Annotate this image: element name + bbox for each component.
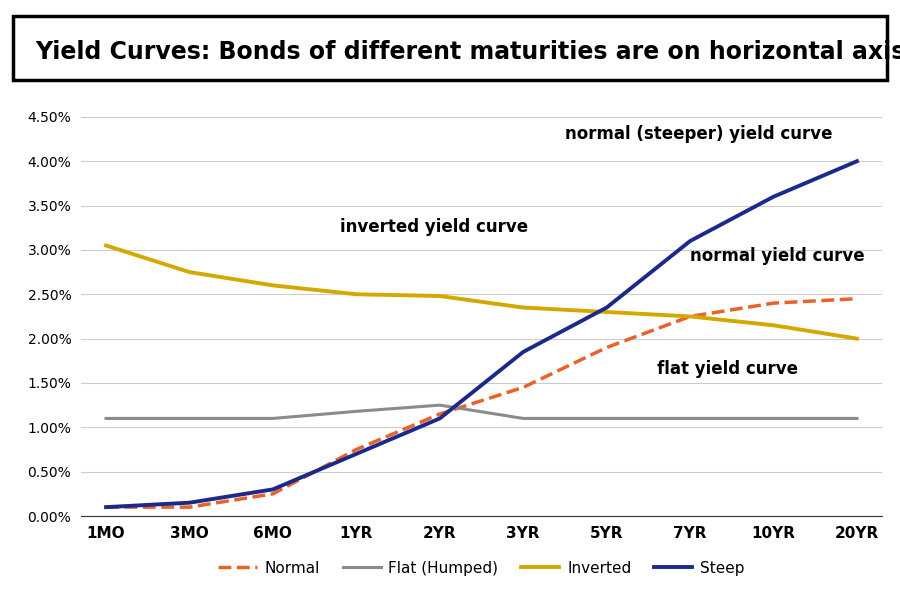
Text: normal (steeper) yield curve: normal (steeper) yield curve xyxy=(565,125,832,143)
Text: Yield Curves: Bonds of different maturities are on horizontal axis: Yield Curves: Bonds of different maturit… xyxy=(35,40,900,64)
Text: flat yield curve: flat yield curve xyxy=(657,360,797,378)
Text: inverted yield curve: inverted yield curve xyxy=(339,218,527,236)
Legend: Normal, Flat (Humped), Inverted, Steep: Normal, Flat (Humped), Inverted, Steep xyxy=(212,554,751,582)
Text: normal yield curve: normal yield curve xyxy=(690,247,865,265)
